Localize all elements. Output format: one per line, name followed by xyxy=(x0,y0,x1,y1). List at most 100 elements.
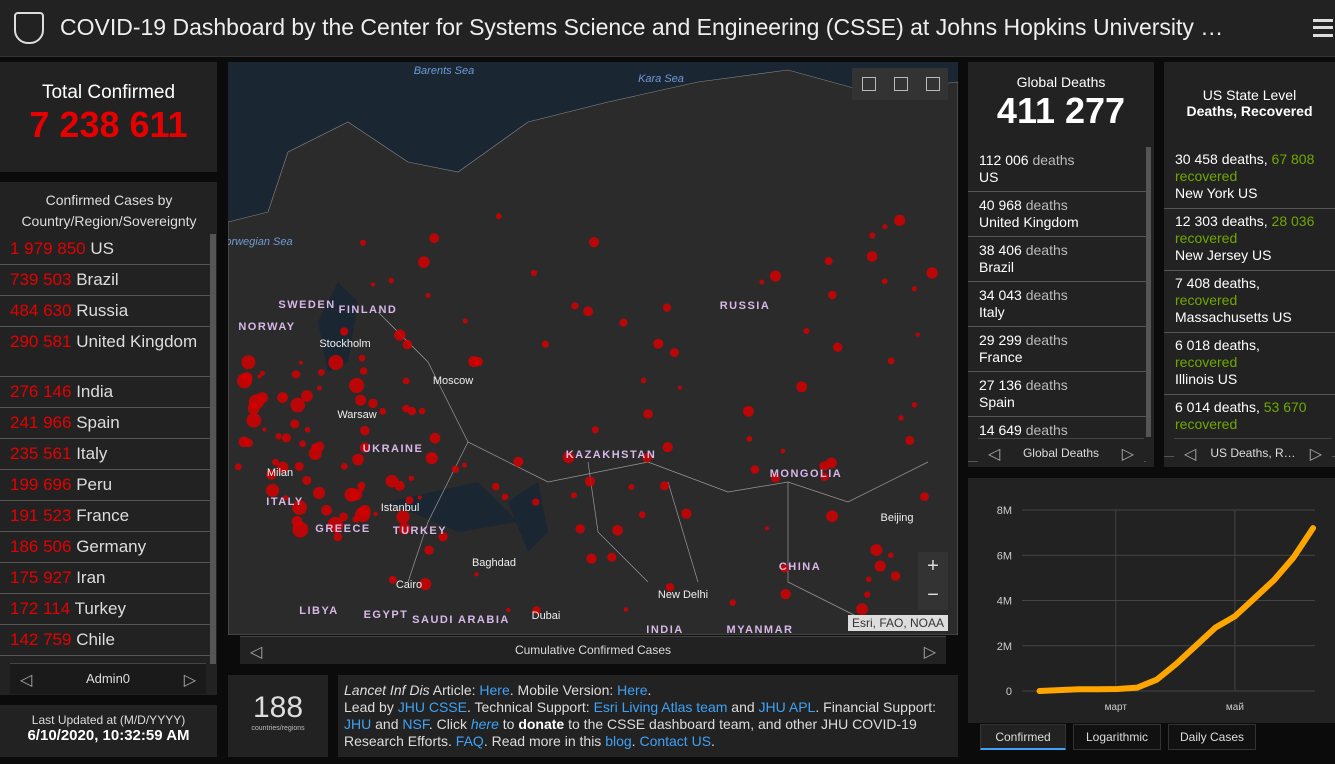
us-state-row[interactable]: 12 303 deaths, 28 036 recovered New Jersey… xyxy=(1164,209,1335,271)
map-label: LIBYA xyxy=(299,605,339,617)
case-dot xyxy=(881,278,888,285)
country-panel: Confirmed Cases by Country/Region/Sovere… xyxy=(0,182,217,695)
case-dot xyxy=(359,367,368,375)
prev-arrow[interactable]: ◁ xyxy=(988,446,1001,463)
next-arrow[interactable]: ▷ xyxy=(1121,446,1134,463)
state-deaths: 6 018 deaths, xyxy=(1175,337,1260,353)
us-state-row[interactable]: 7 408 deaths, recovered Massachusetts US xyxy=(1164,271,1335,333)
death-row[interactable]: 34 043 deaths Italy xyxy=(968,282,1146,327)
info-link[interactable]: Contact US xyxy=(639,733,712,749)
country-row[interactable]: 1 979 850 US xyxy=(0,234,210,265)
death-row[interactable]: 40 968 deaths United Kingdom xyxy=(968,192,1146,237)
country-row[interactable]: 235 561 Italy xyxy=(0,439,210,470)
case-dot xyxy=(468,356,480,368)
death-row[interactable]: 29 299 deaths France xyxy=(968,327,1146,372)
case-dot xyxy=(769,270,781,282)
case-dot xyxy=(532,498,540,506)
country-row[interactable]: 142 759 Chile xyxy=(0,625,210,656)
us-state-row[interactable]: 30 458 deaths, 67 808 recovered New York U… xyxy=(1164,147,1335,209)
case-dot xyxy=(532,606,541,615)
country-row[interactable]: 484 630 Russia xyxy=(0,296,210,327)
map-attribution: Esri, FAO, NOAA xyxy=(847,615,948,631)
info-link[interactable]: FAQ xyxy=(455,733,484,749)
case-dot xyxy=(340,462,348,470)
death-row[interactable]: 38 406 deaths Brazil xyxy=(968,237,1146,282)
case-dot xyxy=(438,532,448,542)
country-row[interactable]: 191 523 France xyxy=(0,501,210,532)
info-link[interactable]: Here xyxy=(479,682,510,698)
death-row[interactable]: 27 136 deaths Spain xyxy=(968,372,1146,417)
country-count: 276 146 xyxy=(10,382,72,401)
next-arrow[interactable]: ▷ xyxy=(183,672,196,689)
menu-button[interactable] xyxy=(1313,19,1333,37)
case-dot xyxy=(349,377,365,393)
next-arrow[interactable]: ▷ xyxy=(923,644,936,661)
legend-button[interactable] xyxy=(894,77,908,91)
bookmarks-button[interactable] xyxy=(862,77,876,91)
prev-arrow[interactable]: ◁ xyxy=(20,672,33,689)
info-link[interactable]: JHU CSSE xyxy=(397,699,467,715)
country-name: Germany xyxy=(76,537,147,556)
info-text: donate xyxy=(518,716,565,732)
country-row[interactable]: 172 114 Turkey xyxy=(0,594,210,625)
case-dot xyxy=(246,412,262,428)
info-link[interactable]: here xyxy=(470,716,499,732)
info-link[interactable]: Esri Living Atlas team xyxy=(593,699,728,715)
recovered-label: recovered xyxy=(1175,416,1238,432)
case-dot xyxy=(824,257,833,266)
country-row[interactable]: 241 966 Spain xyxy=(0,408,210,439)
y-tick-label: 8M xyxy=(997,505,1012,517)
country-row[interactable]: 276 146 India xyxy=(0,377,210,408)
state-name: Illinois US xyxy=(1175,371,1238,387)
map-label: New Delhi xyxy=(658,589,708,601)
case-dot xyxy=(333,532,343,542)
state-recovered: 28 036 xyxy=(1271,213,1315,229)
death-count: 34 043 xyxy=(979,287,1022,303)
case-dot xyxy=(866,251,878,262)
death-row[interactable]: 112 006 deaths US xyxy=(968,147,1146,192)
y-tick-label: 0 xyxy=(1006,686,1012,698)
case-dot xyxy=(402,377,410,385)
map[interactable]: Barents Sea Kara Sea Norwegian Sea SWEDEN FI… xyxy=(228,62,958,635)
case-dot xyxy=(870,544,883,557)
case-dot xyxy=(638,511,646,519)
country-name: France xyxy=(76,506,130,525)
case-dot xyxy=(570,492,577,499)
case-dot xyxy=(764,526,769,531)
prev-arrow[interactable]: ◁ xyxy=(250,644,263,661)
prev-arrow[interactable]: ◁ xyxy=(1184,446,1197,463)
case-dot xyxy=(276,461,289,474)
info-link[interactable]: JHU xyxy=(344,716,372,732)
country-row[interactable]: 175 927 Iran xyxy=(0,563,210,594)
info-link[interactable]: Here xyxy=(617,682,648,698)
chart-tab[interactable]: Confirmed xyxy=(980,724,1066,750)
country-row[interactable]: 290 581 United Kingdom xyxy=(0,327,210,377)
info-link[interactable]: blog xyxy=(605,733,632,749)
info-text: Article: xyxy=(429,682,480,698)
chart-tab[interactable]: Daily Cases xyxy=(1168,724,1256,750)
info-link[interactable]: JHU APL xyxy=(758,699,816,715)
country-row[interactable]: 186 506 Germany xyxy=(0,532,210,563)
country-name: Iran xyxy=(76,568,106,587)
basemaps-button[interactable] xyxy=(926,77,940,91)
case-dot xyxy=(339,327,349,336)
case-dot xyxy=(770,473,781,483)
us-state-row[interactable]: 6 018 deaths, recovered Illinois US xyxy=(1164,333,1335,395)
case-dot xyxy=(321,504,332,516)
info-link[interactable]: NSF xyxy=(402,716,429,732)
case-dot xyxy=(259,370,265,376)
chart-tab[interactable]: Logarithmic xyxy=(1073,724,1161,750)
map-label: EGYPT xyxy=(364,609,409,621)
recovered-label: recovered xyxy=(1175,168,1238,184)
country-row[interactable]: 739 503 Brazil xyxy=(0,265,210,296)
case-dot xyxy=(828,290,837,300)
case-dot xyxy=(418,407,426,415)
next-arrow[interactable]: ▷ xyxy=(1309,446,1322,463)
zoom-out[interactable]: − xyxy=(927,584,939,606)
country-count: 175 927 xyxy=(10,568,72,587)
case-dot xyxy=(354,506,371,523)
zoom-in[interactable]: + xyxy=(927,555,939,577)
case-dot xyxy=(780,564,789,573)
case-dot xyxy=(583,306,594,317)
country-row[interactable]: 199 696 Peru xyxy=(0,470,210,501)
